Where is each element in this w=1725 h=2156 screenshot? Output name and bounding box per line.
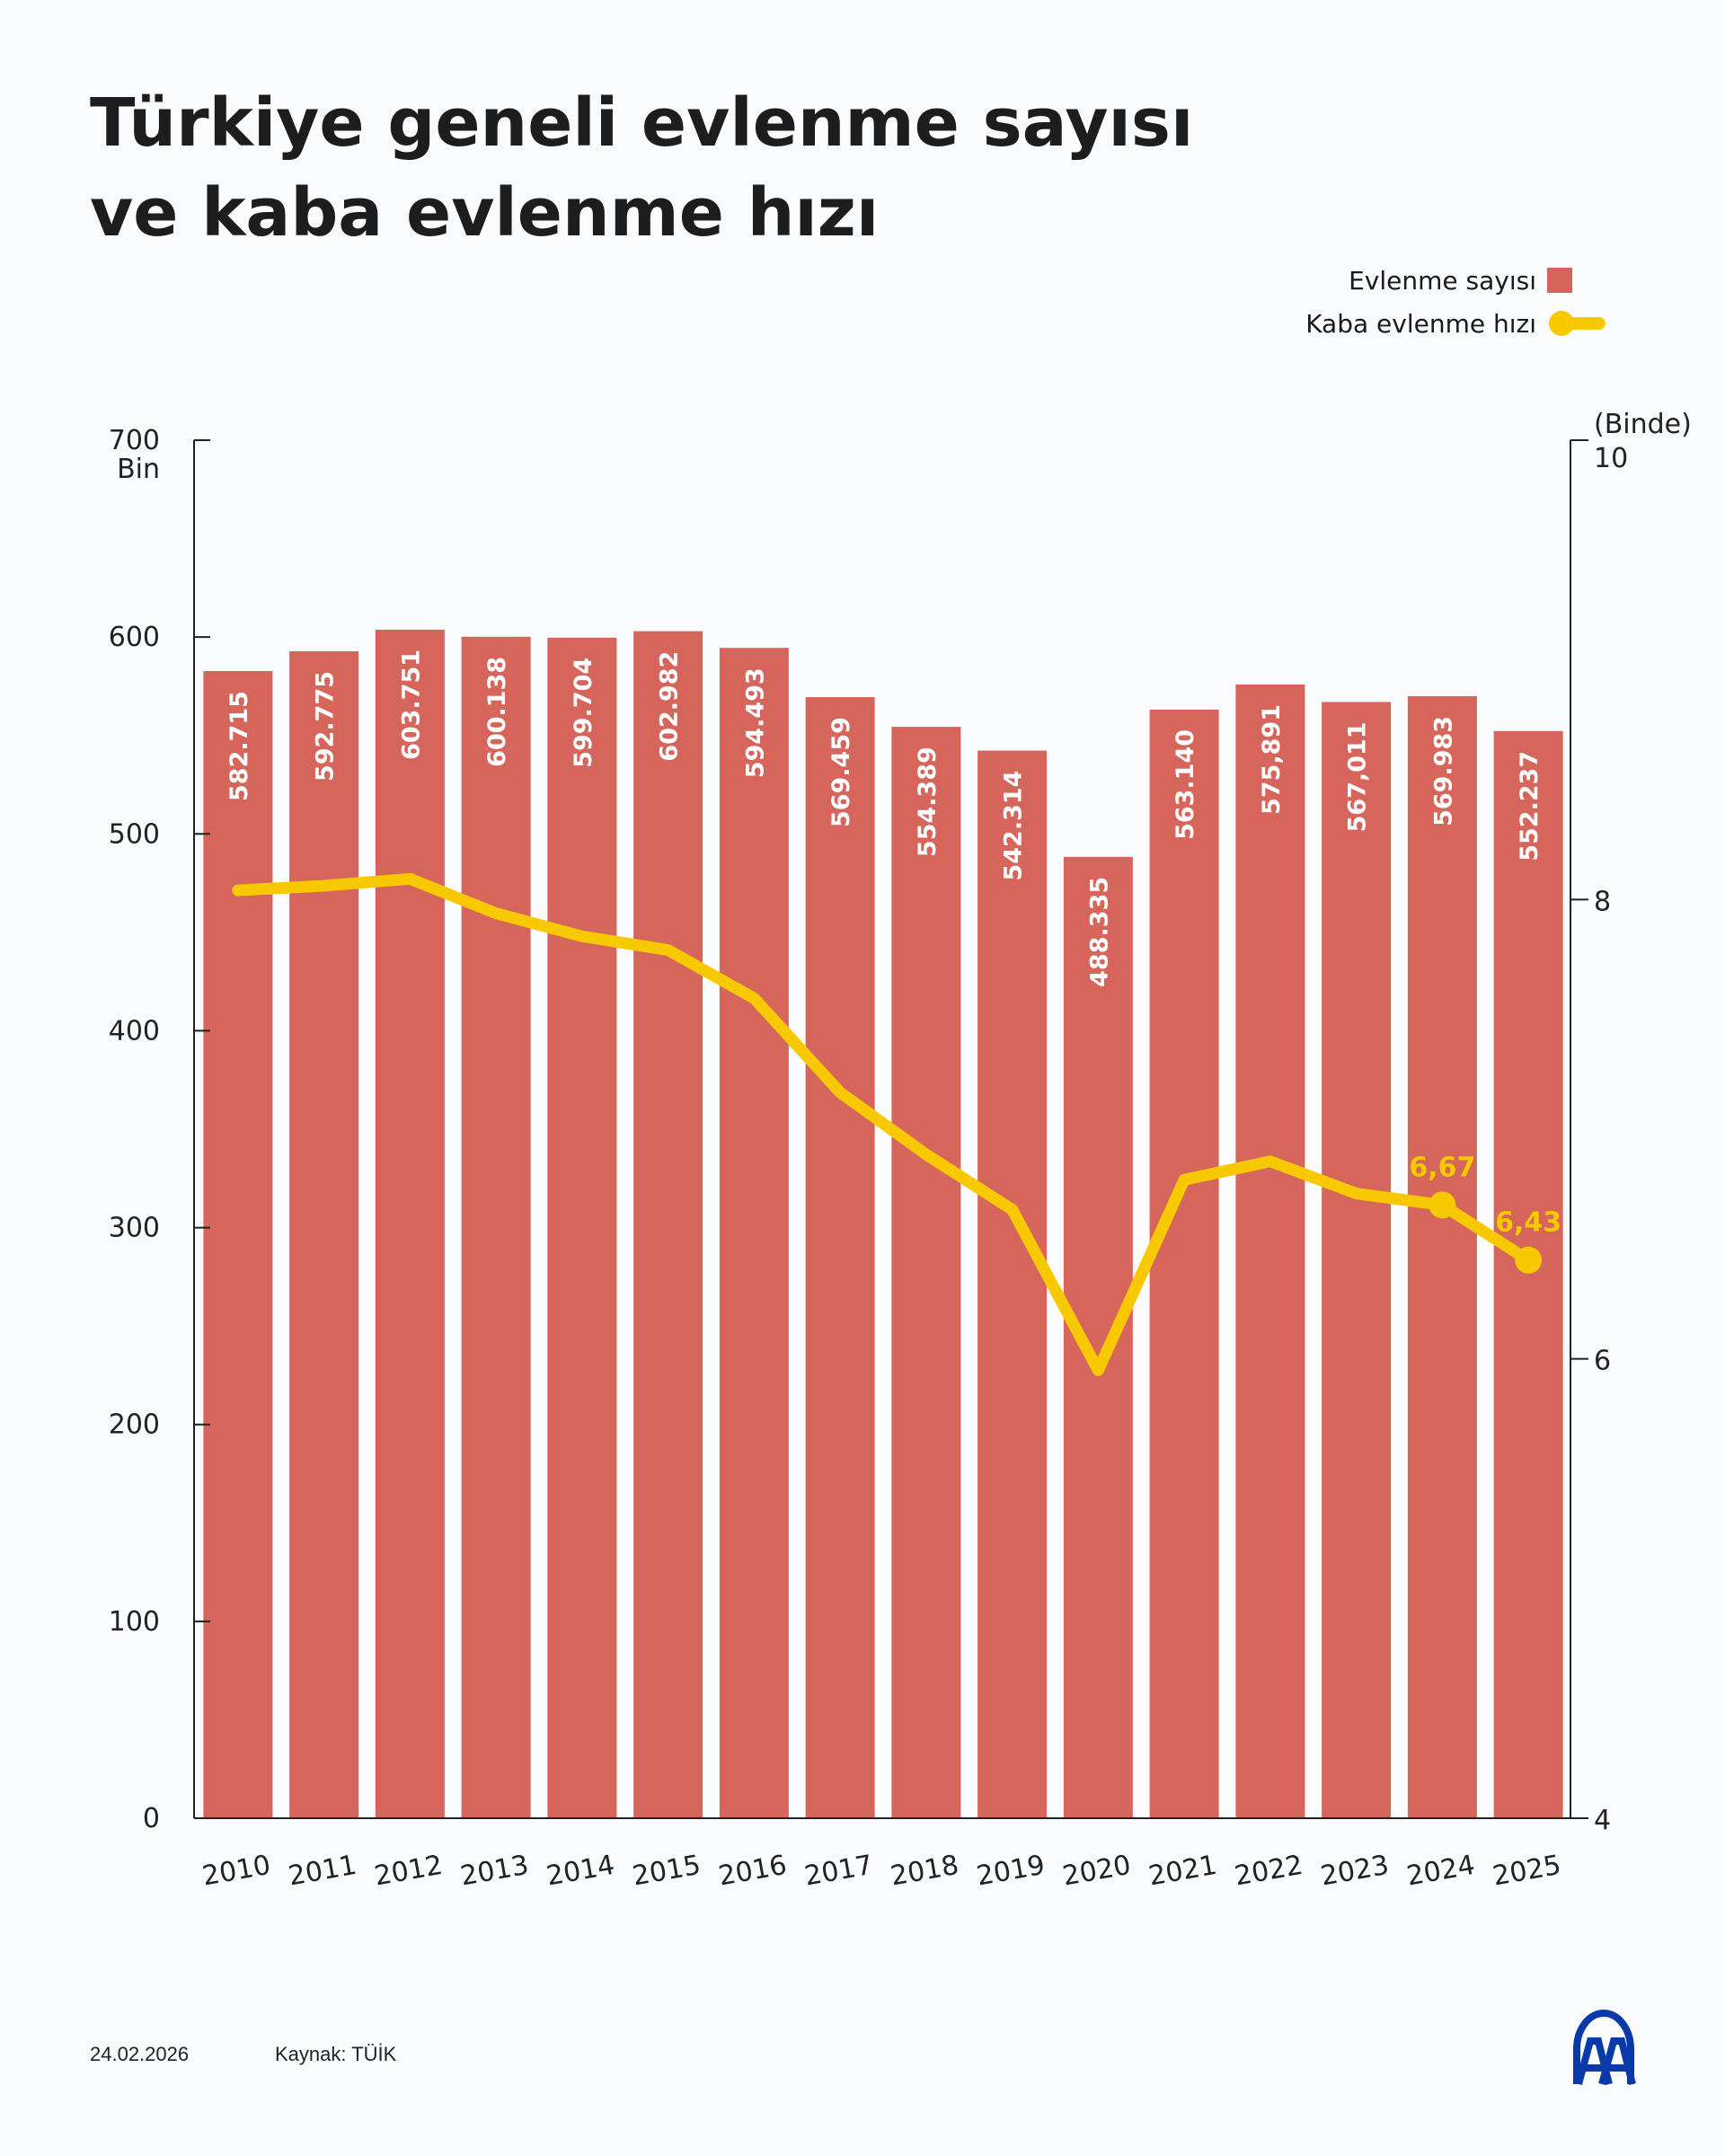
- legend-label-line: Kaba evlenme hızı: [1305, 309, 1536, 339]
- bar-label-2011: 592.775: [312, 671, 340, 782]
- left-tick-500: 500: [109, 818, 160, 850]
- bar-2019: [978, 750, 1048, 1818]
- x-tick-2012: 2012: [372, 1850, 445, 1893]
- bar-2013: [461, 636, 531, 1818]
- x-tick-2021: 2021: [1146, 1850, 1219, 1893]
- x-tick-2017: 2017: [802, 1850, 875, 1893]
- x-tick-2023: 2023: [1318, 1850, 1391, 1893]
- bar-label-2023: 567,011: [1344, 721, 1372, 832]
- legend-swatch-dot: [1549, 311, 1574, 336]
- bar-label-2019: 542.314: [1000, 771, 1028, 881]
- x-tick-2015: 2015: [630, 1850, 703, 1893]
- axes: 2010 2011 2012 2013 2014 2015 2016 2017 2018 2019…: [109, 409, 1692, 1893]
- legend-swatch-bars: [1547, 268, 1572, 293]
- x-tick-2010: 2010: [200, 1850, 273, 1893]
- bar-label-2018: 554.389: [914, 747, 942, 857]
- bar-2015: [633, 631, 703, 1818]
- right-tick-6: 6: [1594, 1346, 1611, 1377]
- right-tick-4: 4: [1594, 1805, 1611, 1836]
- legend: Evlenme sayısı Kaba evlenme hızı: [1305, 266, 1606, 339]
- title-line-2: ve kaba evlenme hızı: [90, 174, 879, 252]
- bar-label-2016: 594.493: [741, 667, 769, 778]
- bar-2025: [1493, 730, 1563, 1819]
- bar-2017: [805, 697, 875, 1818]
- bar-2011: [289, 650, 359, 1818]
- bar-label-2014: 599.704: [570, 658, 597, 768]
- rate-line-path: [232, 872, 1535, 1376]
- bar-2021: [1149, 709, 1219, 1818]
- bar-label-2021: 563.140: [1172, 729, 1199, 840]
- x-tick-2018: 2018: [889, 1850, 961, 1893]
- legend-label-bars: Evlenme sayısı: [1349, 266, 1536, 296]
- bar-2020: [1063, 856, 1133, 1818]
- bar-label-2024: 569.983: [1429, 716, 1457, 826]
- left-tick-0: 0: [143, 1803, 160, 1834]
- bar-label-2010: 582.715: [226, 691, 253, 801]
- x-tick-2025: 2025: [1491, 1850, 1563, 1893]
- left-tick-300: 300: [109, 1213, 160, 1244]
- aa-logo: [1573, 2010, 1636, 2086]
- right-tick-10: 10: [1594, 443, 1628, 474]
- x-tick-2013: 2013: [458, 1850, 531, 1893]
- bar-2018: [891, 727, 961, 1818]
- left-axis-unit: Bin: [117, 454, 160, 485]
- x-tick-2022: 2022: [1233, 1850, 1305, 1893]
- left-tick-400: 400: [109, 1015, 160, 1047]
- x-tick-2019: 2019: [974, 1850, 1047, 1893]
- rate-label-2024: 6,67: [1409, 1152, 1475, 1183]
- rate-line: 6,67 6,43: [232, 872, 1561, 1376]
- x-tick-2011: 2011: [286, 1850, 358, 1893]
- bar-label-2020: 488.335: [1085, 877, 1113, 987]
- bars: 582.715 592.775 603.751 600.138 599.704 602.9…: [203, 629, 1563, 1819]
- x-tick-2016: 2016: [716, 1850, 789, 1893]
- right-axis-unit: (Binde): [1594, 409, 1692, 440]
- bar-2024: [1407, 695, 1477, 1818]
- rate-point-2024: [1429, 1191, 1456, 1219]
- x-tick-2014: 2014: [544, 1850, 617, 1893]
- bar-2023: [1322, 702, 1392, 1818]
- rate-label-2025: 6,43: [1495, 1207, 1561, 1239]
- bar-label-2013: 600.138: [483, 657, 511, 767]
- bar-label-2015: 602.982: [656, 651, 684, 762]
- bar-2010: [203, 671, 273, 1818]
- bar-2016: [719, 648, 789, 1818]
- bar-2014: [547, 637, 617, 1818]
- x-tick-2024: 2024: [1404, 1850, 1477, 1893]
- left-tick-100: 100: [109, 1606, 160, 1638]
- title-line-1: Türkiye geneli evlenme sayısı: [90, 84, 1193, 162]
- left-tick-600: 600: [109, 622, 160, 653]
- bar-label-2025: 552.237: [1516, 751, 1544, 862]
- footer-source: Kaynak: TÜİK: [275, 2043, 397, 2065]
- bar-2012: [375, 629, 445, 1818]
- left-tick-200: 200: [109, 1409, 160, 1441]
- bar-label-2022: 575,891: [1258, 704, 1286, 815]
- rate-point-2025: [1515, 1246, 1543, 1274]
- bar-label-2012: 603.751: [397, 649, 425, 760]
- footer-date: 24.02.2026: [90, 2043, 189, 2065]
- bar-label-2017: 569.459: [827, 717, 855, 827]
- right-tick-8: 8: [1594, 886, 1611, 917]
- bar-2022: [1235, 684, 1305, 1818]
- x-tick-2020: 2020: [1060, 1850, 1133, 1893]
- left-tick-700: 700: [109, 425, 160, 456]
